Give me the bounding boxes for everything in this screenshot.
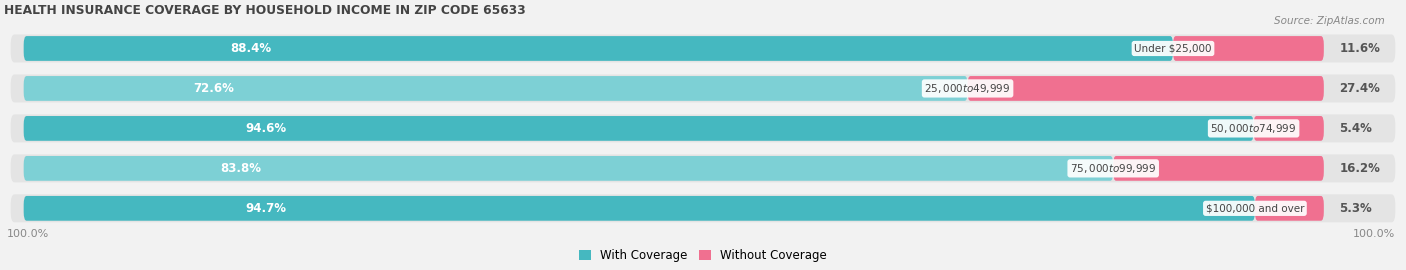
Text: $25,000 to $49,999: $25,000 to $49,999 — [924, 82, 1011, 95]
Text: 27.4%: 27.4% — [1340, 82, 1381, 95]
Legend: With Coverage, Without Coverage: With Coverage, Without Coverage — [574, 244, 832, 266]
Text: 16.2%: 16.2% — [1340, 162, 1381, 175]
FancyBboxPatch shape — [1256, 196, 1324, 221]
Text: $50,000 to $74,999: $50,000 to $74,999 — [1211, 122, 1296, 135]
Text: 5.3%: 5.3% — [1340, 202, 1372, 215]
Text: 94.7%: 94.7% — [245, 202, 287, 215]
Text: 100.0%: 100.0% — [7, 228, 49, 238]
FancyBboxPatch shape — [1254, 116, 1324, 141]
FancyBboxPatch shape — [1173, 36, 1324, 61]
Text: HEALTH INSURANCE COVERAGE BY HOUSEHOLD INCOME IN ZIP CODE 65633: HEALTH INSURANCE COVERAGE BY HOUSEHOLD I… — [4, 4, 526, 17]
FancyBboxPatch shape — [24, 76, 967, 101]
FancyBboxPatch shape — [1114, 156, 1324, 181]
FancyBboxPatch shape — [11, 114, 1395, 142]
Text: Under $25,000: Under $25,000 — [1135, 43, 1212, 53]
FancyBboxPatch shape — [11, 154, 1395, 182]
FancyBboxPatch shape — [24, 36, 1173, 61]
Text: 88.4%: 88.4% — [231, 42, 271, 55]
Text: 100.0%: 100.0% — [1353, 228, 1395, 238]
FancyBboxPatch shape — [11, 194, 1395, 222]
Text: $100,000 and over: $100,000 and over — [1206, 203, 1305, 213]
Text: 11.6%: 11.6% — [1340, 42, 1381, 55]
FancyBboxPatch shape — [11, 35, 1395, 62]
Text: 94.6%: 94.6% — [245, 122, 287, 135]
FancyBboxPatch shape — [11, 75, 1395, 102]
Text: 5.4%: 5.4% — [1340, 122, 1372, 135]
Text: 83.8%: 83.8% — [219, 162, 260, 175]
FancyBboxPatch shape — [24, 156, 1114, 181]
FancyBboxPatch shape — [967, 76, 1324, 101]
FancyBboxPatch shape — [24, 116, 1254, 141]
Text: Source: ZipAtlas.com: Source: ZipAtlas.com — [1274, 16, 1385, 26]
FancyBboxPatch shape — [24, 196, 1256, 221]
Text: $75,000 to $99,999: $75,000 to $99,999 — [1070, 162, 1156, 175]
Text: 72.6%: 72.6% — [194, 82, 235, 95]
